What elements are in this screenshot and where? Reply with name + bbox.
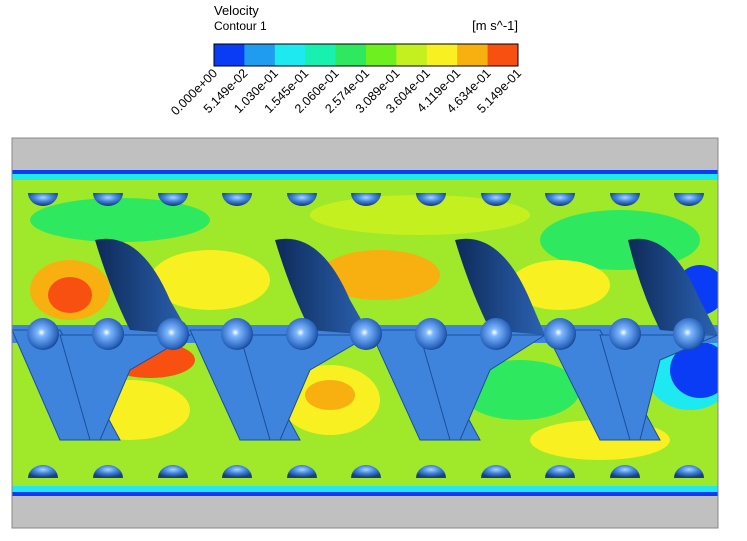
color-swatch — [274, 44, 306, 66]
flow-field — [11, 137, 719, 529]
color-swatch — [305, 44, 337, 66]
color-swatch — [426, 44, 458, 66]
color-bar: 0.000e+005.149e-021.030e-011.545e-012.06… — [168, 43, 524, 118]
color-swatch — [244, 44, 276, 66]
color-swatch — [396, 44, 428, 66]
color-swatch — [487, 44, 519, 66]
color-swatch — [214, 44, 245, 66]
legend-unit: [m s^-1] — [472, 18, 518, 33]
color-bar-frame — [213, 43, 519, 67]
color-swatch — [457, 44, 489, 66]
legend-title: Velocity — [214, 3, 259, 18]
color-swatch — [366, 44, 397, 66]
legend-subtitle: Contour 1 — [214, 19, 267, 33]
color-swatch — [335, 44, 367, 66]
